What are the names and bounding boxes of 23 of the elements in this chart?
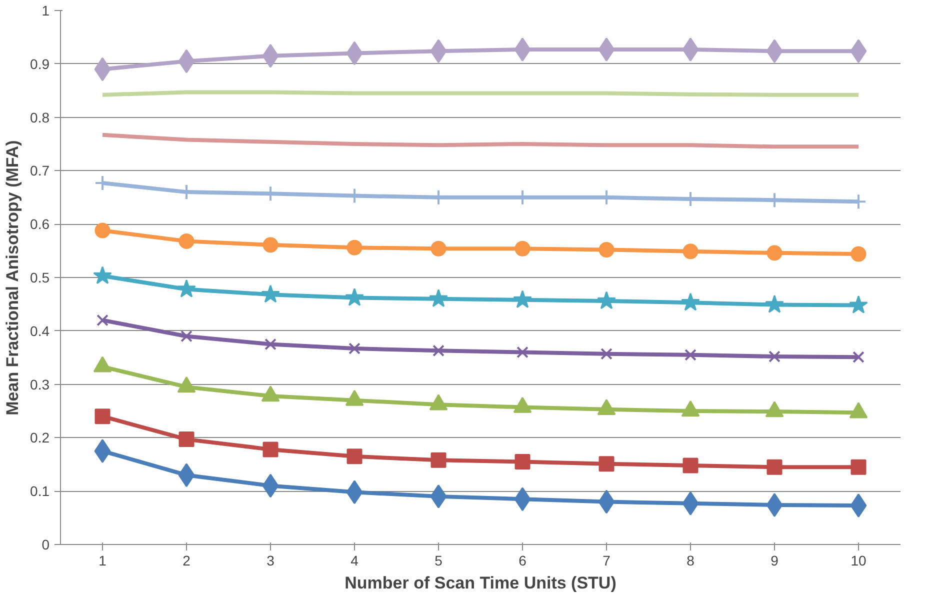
x-tick-label: 6 xyxy=(518,552,527,568)
x-tick-label: 9 xyxy=(770,552,779,568)
y-tick-label: 0.8 xyxy=(30,109,50,126)
x-tick-label: 8 xyxy=(686,552,695,568)
x-tick-label: 3 xyxy=(266,552,275,568)
x-tick-label: 7 xyxy=(602,552,611,568)
y-axis-title: Mean Fractional Anisotropy (MFA) xyxy=(3,140,22,416)
x-tick-label: 2 xyxy=(182,552,191,568)
y-tick-label: 0.4 xyxy=(30,322,50,339)
y-tick-label: 0 xyxy=(42,536,50,552)
y-tick-label: 0.2 xyxy=(30,430,50,446)
x-tick-label: 4 xyxy=(350,552,359,568)
x-axis-title: Number of Scan Time Units (STU) xyxy=(344,574,616,592)
y-tick-label: 0.1 xyxy=(30,483,50,500)
y-tick-label: 1 xyxy=(42,2,50,18)
y-tick-label: 0.9 xyxy=(30,56,50,72)
y-tick-label: 0.5 xyxy=(30,270,50,286)
y-tick-label: 0.3 xyxy=(30,376,50,392)
y-tick-label: 0.6 xyxy=(30,216,50,232)
x-tick-label: 5 xyxy=(434,552,443,568)
x-tick-label: 10 xyxy=(850,552,866,568)
y-tick-label: 0.7 xyxy=(30,162,50,179)
x-tick-label: 1 xyxy=(98,552,107,568)
